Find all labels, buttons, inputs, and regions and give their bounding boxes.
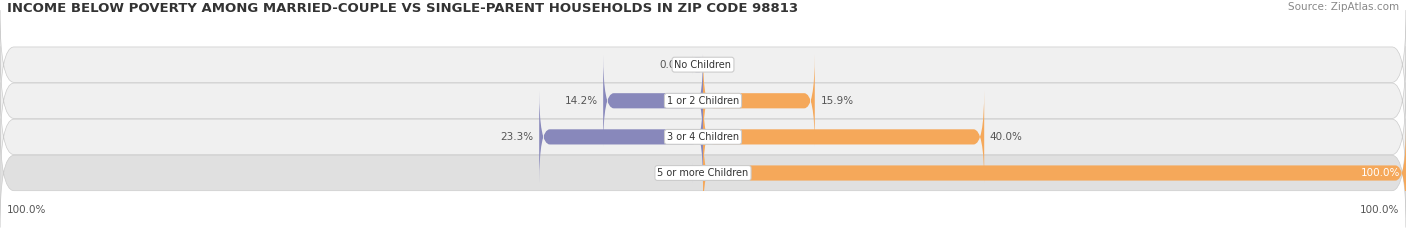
FancyBboxPatch shape bbox=[540, 90, 703, 183]
Text: 23.3%: 23.3% bbox=[501, 132, 534, 142]
FancyBboxPatch shape bbox=[693, 163, 703, 183]
Text: Source: ZipAtlas.com: Source: ZipAtlas.com bbox=[1288, 2, 1399, 12]
Text: 100.0%: 100.0% bbox=[1361, 168, 1400, 178]
FancyBboxPatch shape bbox=[0, 46, 1406, 155]
Text: 100.0%: 100.0% bbox=[7, 205, 46, 215]
FancyBboxPatch shape bbox=[0, 10, 1406, 119]
Text: No Children: No Children bbox=[675, 60, 731, 70]
Text: 14.2%: 14.2% bbox=[564, 96, 598, 106]
FancyBboxPatch shape bbox=[703, 127, 1406, 219]
FancyBboxPatch shape bbox=[693, 54, 703, 75]
Text: INCOME BELOW POVERTY AMONG MARRIED-COUPLE VS SINGLE-PARENT HOUSEHOLDS IN ZIP COD: INCOME BELOW POVERTY AMONG MARRIED-COUPL… bbox=[7, 2, 799, 15]
Text: 5 or more Children: 5 or more Children bbox=[658, 168, 748, 178]
FancyBboxPatch shape bbox=[703, 54, 815, 147]
Text: 15.9%: 15.9% bbox=[821, 96, 853, 106]
Text: 1 or 2 Children: 1 or 2 Children bbox=[666, 96, 740, 106]
Text: 40.0%: 40.0% bbox=[990, 132, 1022, 142]
Text: 0.0%: 0.0% bbox=[659, 168, 686, 178]
Text: 0.0%: 0.0% bbox=[659, 60, 686, 70]
FancyBboxPatch shape bbox=[0, 82, 1406, 192]
Text: 100.0%: 100.0% bbox=[1360, 205, 1399, 215]
FancyBboxPatch shape bbox=[603, 54, 703, 147]
Text: 3 or 4 Children: 3 or 4 Children bbox=[666, 132, 740, 142]
Text: 0.0%: 0.0% bbox=[709, 60, 735, 70]
FancyBboxPatch shape bbox=[0, 118, 1406, 228]
FancyBboxPatch shape bbox=[703, 90, 984, 183]
